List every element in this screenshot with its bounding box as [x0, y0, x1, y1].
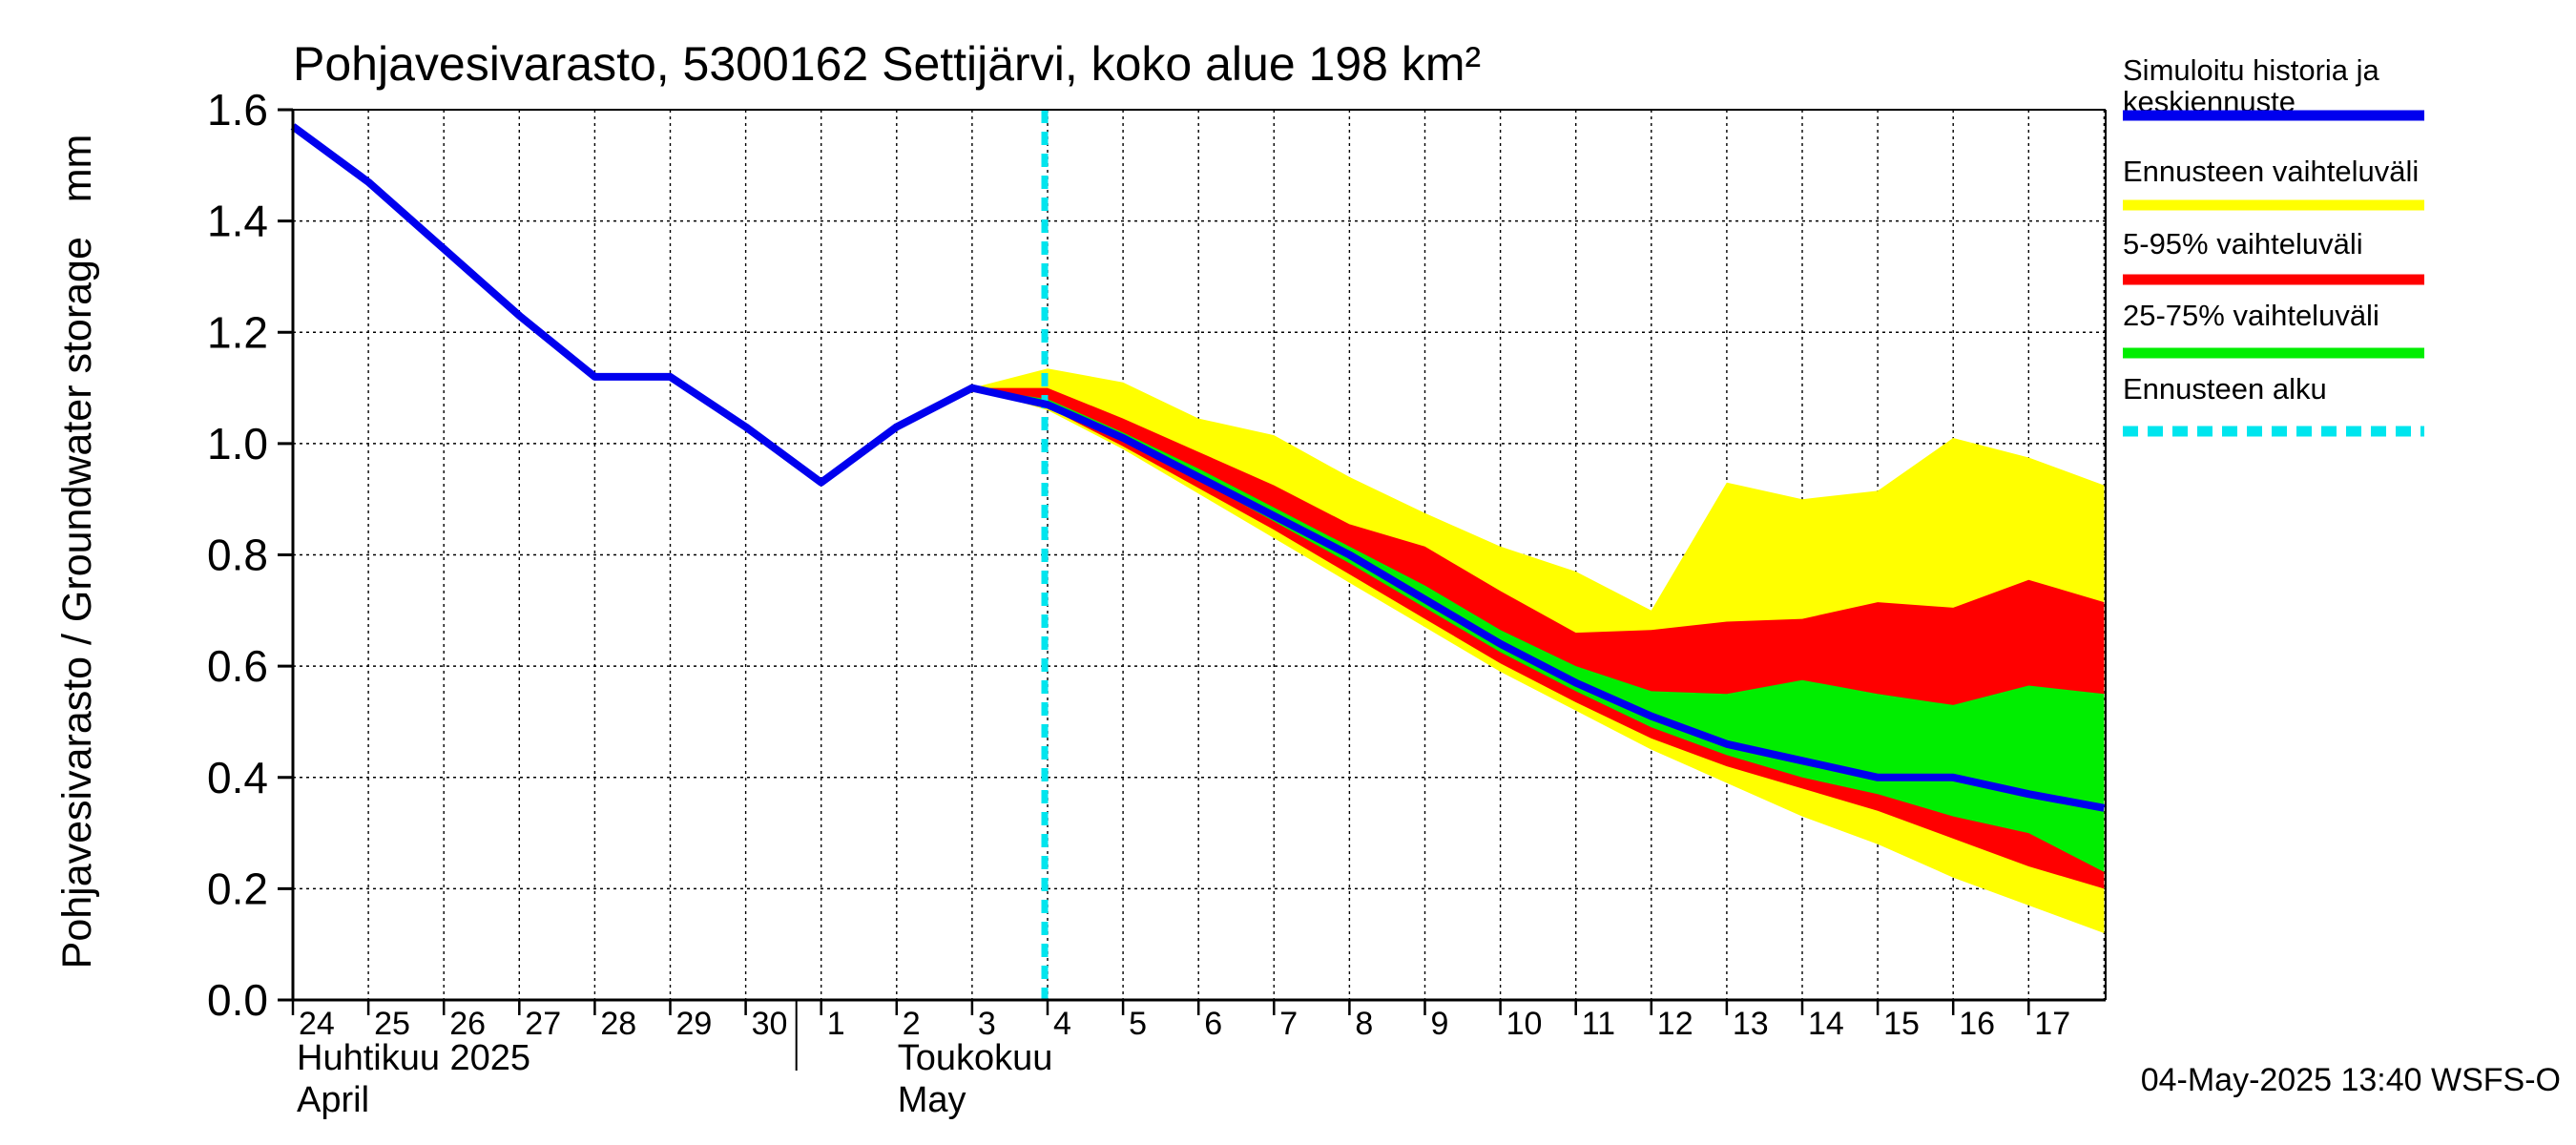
y-tick-label: 0.8 — [207, 531, 268, 580]
forecast-bands — [971, 368, 2105, 933]
x-tick-label: 10 — [1506, 1006, 1543, 1042]
axes: 0.00.20.40.60.81.01.21.41.624 25 26 27 28 29 3… — [207, 85, 2107, 1120]
timestamp: 04-May-2025 13:40 WSFS-O — [2141, 1062, 2561, 1098]
x-tick-label: 13 — [1733, 1006, 1769, 1042]
month-label-fi: Huhtikuu 2025 — [297, 1038, 530, 1078]
median-series-line — [290, 123, 2106, 812]
x-tick-label: 15 — [1883, 1006, 1920, 1042]
legend-label: Simuloitu historia ja keskiennuste — [2123, 53, 2380, 118]
y-tick-label: 1.2 — [207, 307, 268, 357]
series-lines — [290, 110, 2106, 1000]
x-tick-label: 25 — [374, 1006, 410, 1042]
x-tick-label: 12 — [1657, 1006, 1693, 1042]
y-tick-label: 0.4 — [207, 753, 268, 802]
legend-label: Ennusteen vaihteluväli — [2123, 155, 2419, 188]
legend: Simuloitu historia ja keskiennuste Ennuste… — [2123, 53, 2424, 437]
x-tick-label: 24 — [299, 1006, 335, 1042]
legend-label: 25-75% vaihteluväli — [2123, 299, 2379, 332]
x-tick-label: 4 — [1053, 1006, 1071, 1042]
x-tick-label: 7 — [1279, 1006, 1298, 1042]
y-tick-label: 1.0 — [207, 419, 268, 468]
legend-label: 5-95% vaihteluväli — [2123, 227, 2363, 260]
chart-title: Pohjavesivarasto, 5300162 Settijärvi, ko… — [293, 37, 1481, 91]
x-tick-label: 6 — [1204, 1006, 1222, 1042]
x-tick-label: 29 — [676, 1006, 713, 1042]
legend-label: Ennusteen alku — [2123, 372, 2327, 406]
x-tick-label: 30 — [752, 1006, 788, 1042]
month-label-en: May — [898, 1080, 966, 1120]
x-tick-label: 5 — [1129, 1006, 1147, 1042]
x-tick-label: 28 — [600, 1006, 636, 1042]
y-tick-label: 1.6 — [207, 85, 268, 135]
x-tick-label: 9 — [1431, 1006, 1449, 1042]
x-tick-label: 3 — [978, 1006, 996, 1042]
y-tick-label: 0.2 — [207, 864, 268, 913]
legend-label-line1: Simuloitu historia ja — [2123, 53, 2380, 87]
x-tick-label: 26 — [449, 1006, 486, 1042]
x-tick-label: 2 — [903, 1006, 921, 1042]
x-tick-label: 16 — [1959, 1006, 1995, 1042]
x-tick-label: 8 — [1355, 1006, 1373, 1042]
month-label-en: April — [297, 1080, 369, 1120]
month-label-fi: Toukokuu — [898, 1038, 1053, 1078]
x-tick-label: 14 — [1808, 1006, 1844, 1042]
y-tick-label: 0.0 — [207, 975, 268, 1025]
x-tick-label: 17 — [2034, 1006, 2070, 1042]
y-tick-label: 0.6 — [207, 641, 268, 691]
y-tick-label: 1.4 — [207, 197, 268, 246]
x-tick-label: 11 — [1582, 1006, 1615, 1042]
y-axis-label: Pohjavesivarasto / Groundwater storage m… — [54, 135, 100, 969]
x-tick-label: 27 — [525, 1006, 561, 1042]
x-tick-label: 1 — [827, 1006, 845, 1042]
